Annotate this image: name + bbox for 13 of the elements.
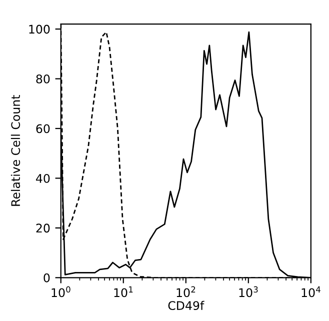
x-tick-label: 10$^{1}$: [114, 286, 133, 298]
x-tick-label: 10$^{4}$: [302, 286, 320, 298]
y-tick-label: 100: [29, 24, 50, 34]
y-tick-label: 60: [36, 124, 50, 134]
x-tick-label: 10$^{3}$: [239, 286, 258, 298]
x-tick-label: 10$^{0}$: [52, 286, 70, 298]
x-tick-label: 10$^{2}$: [176, 286, 196, 298]
y-tick-label: 0: [44, 273, 50, 282]
y-tick-label: 40: [36, 174, 50, 183]
x-axis-title: CD49f: [168, 300, 204, 310]
y-axis-title: Relative Cell Count: [10, 95, 20, 206]
y-tick-label: 20: [36, 224, 50, 233]
y-tick-label: 80: [36, 74, 50, 84]
